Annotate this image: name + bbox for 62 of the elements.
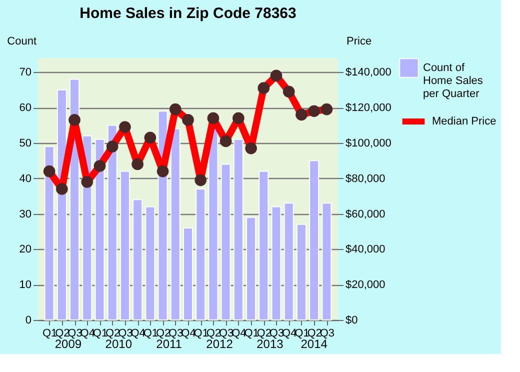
- x-tick-label: Q1: [244, 328, 259, 340]
- bar: [94, 138, 105, 320]
- bar: [322, 202, 332, 320]
- bar: [145, 206, 156, 320]
- x-tick-label: Q2: [156, 328, 171, 340]
- y2-tick-label: $40,000: [346, 244, 386, 256]
- y-tick-label: 60: [19, 102, 32, 114]
- x-tick-label: Q1: [143, 328, 158, 340]
- y2-tick-label: $60,000: [346, 208, 386, 220]
- y-tick-label: 0: [25, 314, 32, 326]
- bar: [44, 146, 54, 320]
- x-tick-label: Q1: [294, 328, 310, 340]
- y2-tick-label: $100,000: [346, 137, 392, 150]
- bar: [271, 206, 282, 320]
- bar: [107, 124, 118, 320]
- x-tick-label: Q3: [218, 328, 234, 340]
- y-tick-label: 10: [19, 279, 32, 292]
- bar: [233, 138, 244, 320]
- x-tick-label: Q4: [130, 328, 146, 340]
- x-tick-label: Q1: [194, 328, 208, 340]
- bar: [183, 227, 193, 320]
- y-tick-label: 40: [19, 172, 32, 185]
- legend-label: Count of Home Sales per Quarter: [423, 62, 484, 100]
- bar: [246, 216, 256, 320]
- y2-tick-label: $20,000: [346, 279, 386, 292]
- bar: [196, 188, 206, 320]
- x-tick-label: Q2: [307, 328, 322, 340]
- x-tick-label: Q3: [168, 328, 184, 340]
- chart-title: Home Sales in Zip Code 78363: [80, 5, 296, 22]
- y2-tick-label: $140,000: [346, 66, 392, 79]
- bar: [296, 224, 306, 320]
- x-tick-label: Q2: [206, 328, 222, 340]
- bar: [258, 170, 269, 320]
- x-tick-label: Q4: [80, 328, 95, 340]
- y-tick-label: 20: [19, 244, 32, 256]
- y2-tick-label: $0: [346, 314, 358, 326]
- y-axis-title: Count: [7, 36, 36, 48]
- x-tick-label: Q2: [256, 328, 272, 340]
- y2-tick-label: $120,000: [346, 102, 392, 114]
- bar: [309, 160, 320, 320]
- x-tick-label: Q4: [181, 328, 196, 340]
- bar: [220, 164, 231, 320]
- y-tick-label: 50: [19, 137, 32, 150]
- x-tick-label: Q2: [55, 328, 70, 340]
- x-tick-label: Q3: [68, 328, 82, 340]
- y2-tick-label: $80,000: [346, 172, 386, 185]
- bar: [120, 170, 130, 320]
- bar: [170, 128, 180, 320]
- y-tick-label: 70: [19, 66, 32, 79]
- x-tick-label: Q2: [106, 328, 120, 340]
- bar: [284, 202, 294, 320]
- x-tick-label: Q3: [118, 328, 133, 340]
- y2-axis-title: Price: [346, 36, 372, 48]
- x-tick-label: Q3: [269, 328, 284, 340]
- legend-label: Median Price: [432, 116, 496, 128]
- x-tick-label: Q1: [42, 328, 58, 340]
- y-tick-label: 30: [19, 208, 32, 220]
- x-tick-label: Q3: [320, 328, 335, 340]
- bar: [132, 199, 143, 320]
- x-tick-label: Q4: [282, 328, 297, 340]
- x-tick-label: Q1: [92, 328, 108, 340]
- x-tick-label: Q4: [232, 328, 246, 340]
